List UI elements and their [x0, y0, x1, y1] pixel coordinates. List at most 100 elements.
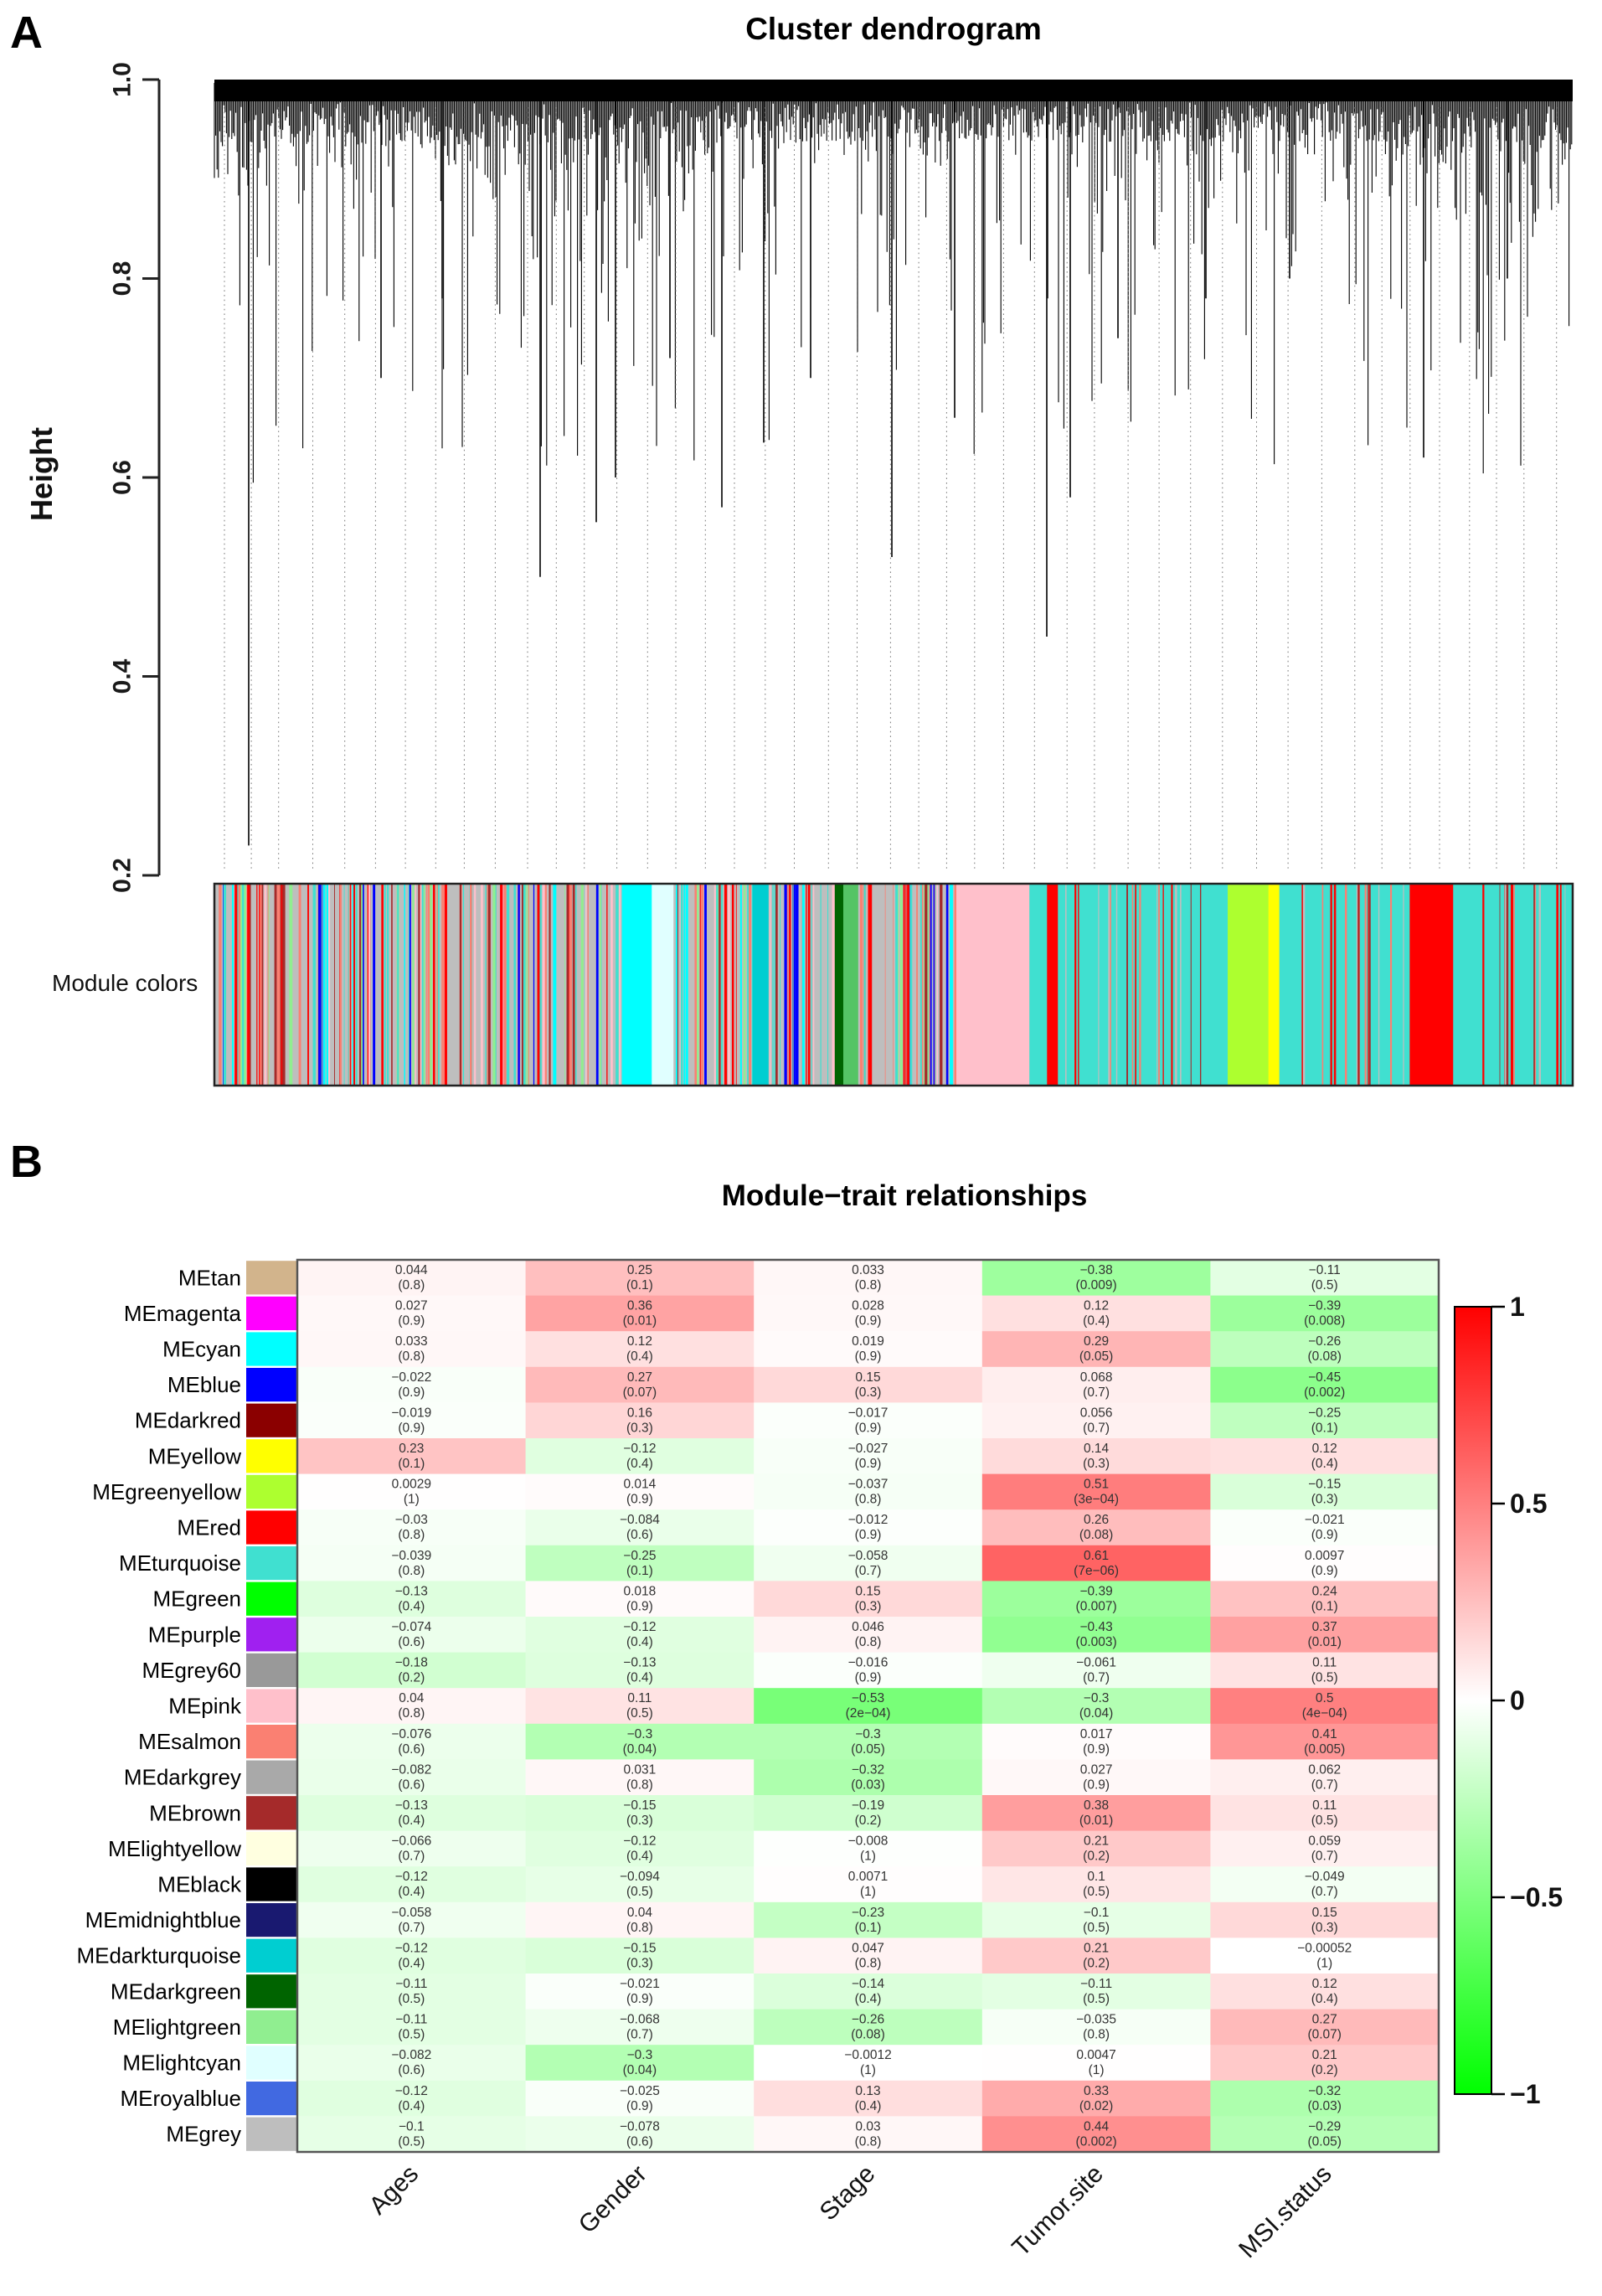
- cell-correlation-value: −0.017: [848, 1406, 889, 1420]
- cell-p-value: (0.8): [626, 1921, 653, 1935]
- cell-p-value: (0.05): [851, 1742, 885, 1757]
- cell-p-value: (0.9): [626, 1992, 653, 2006]
- module-color-segment: [842, 884, 859, 1086]
- trait-label: Ages: [364, 2160, 425, 2221]
- module-color-swatches: [246, 1261, 297, 2151]
- module-swatch: [246, 2117, 297, 2151]
- module-row-label: MEbrown: [149, 1800, 241, 1825]
- module-row-label: MEdarkgrey: [124, 1765, 241, 1790]
- cell-correlation-value: 0.41: [1312, 1727, 1337, 1741]
- trait-label: Tumor.site: [1007, 2160, 1109, 2262]
- cell-correlation-value: 0.25: [627, 1263, 652, 1277]
- cell-p-value: (0.009): [1076, 1278, 1117, 1292]
- module-row-label: MEdarkgreen: [111, 1979, 241, 2004]
- cell-correlation-value: 0.044: [395, 1263, 428, 1277]
- cell-correlation-value: −0.025: [620, 2084, 660, 2098]
- cell-correlation-value: 0.028: [852, 1299, 884, 1313]
- cell-correlation-value: 0.059: [1308, 1834, 1341, 1849]
- heatmap-cell: [1210, 1795, 1440, 1832]
- cell-correlation-value: −0.38: [1079, 1263, 1112, 1277]
- cell-p-value: (0.7): [398, 1921, 425, 1935]
- cell-p-value: (0.003): [1076, 1635, 1117, 1649]
- heatmap-cell: [981, 1723, 1211, 1760]
- heatmap-cell: [754, 1366, 983, 1403]
- heatmap-cell: [1210, 1937, 1440, 1974]
- cell-correlation-value: 0.0071: [848, 1870, 888, 1884]
- heatmap-cell: [525, 1402, 755, 1439]
- cell-p-value: (0.3): [626, 1814, 653, 1828]
- cell-correlation-value: 0.062: [1308, 1762, 1341, 1777]
- cell-p-value: (0.7): [1083, 1385, 1110, 1400]
- heatmap-cell: [525, 2116, 755, 2153]
- cell-correlation-value: −0.25: [623, 1549, 656, 1563]
- cell-p-value: (0.2): [1311, 2063, 1338, 2077]
- heatmap-cell: [754, 1652, 983, 1689]
- module-row-label: MEgreenyellow: [92, 1479, 241, 1504]
- heatmap-cell: [525, 1937, 755, 1974]
- cell-p-value: (0.01): [623, 1314, 657, 1329]
- module-row-label: MEmidnightblue: [85, 1907, 241, 1932]
- heatmap-cell: [1210, 2009, 1440, 2046]
- cell-p-value: (0.5): [626, 1706, 653, 1721]
- cell-p-value: (0.1): [1311, 1599, 1338, 1613]
- module-swatch: [246, 1689, 297, 1723]
- colorbar-tick-label: −0.5: [1510, 1882, 1563, 1912]
- cell-p-value: (1): [860, 1850, 876, 1864]
- cell-p-value: (0.9): [1311, 1528, 1338, 1542]
- module-color-segment: [832, 884, 844, 1086]
- module-swatch: [246, 1760, 297, 1794]
- heatmap-cell: [297, 1331, 527, 1368]
- cell-p-value: (0.8): [1083, 2028, 1110, 2042]
- module-color-segment: [1047, 884, 1059, 1086]
- cell-p-value: (0.6): [626, 1528, 653, 1542]
- heatmap-cell: [297, 2116, 527, 2153]
- cell-p-value: (0.9): [855, 1421, 882, 1435]
- cell-p-value: (0.04): [623, 1742, 657, 1757]
- cell-correlation-value: 0.5: [1316, 1691, 1334, 1705]
- heatmap-cell: [525, 1830, 755, 1867]
- cell-p-value: (0.4): [398, 2099, 425, 2113]
- cell-correlation-value: −0.25: [1308, 1406, 1341, 1420]
- cell-p-value: (0.8): [398, 1706, 425, 1721]
- heatmap-cell: [1210, 1331, 1440, 1368]
- cell-p-value: (0.9): [855, 1671, 882, 1685]
- cell-correlation-value: −0.016: [848, 1656, 889, 1670]
- cell-p-value: (0.8): [626, 1777, 653, 1792]
- cell-correlation-value: −0.061: [1076, 1656, 1116, 1670]
- module-row-labels: MEtan MEmagenta MEcyan MEblue MEdarkred MEyel…: [76, 1265, 242, 2146]
- height-axis: 1.0 0.8 0.6 0.4 0.2: [109, 62, 161, 893]
- cell-correlation-value: −0.027: [848, 1442, 889, 1456]
- cell-correlation-value: 0.019: [852, 1334, 884, 1349]
- heatmap-cell: [525, 1366, 755, 1403]
- cell-correlation-value: −0.00052: [1297, 1941, 1352, 1955]
- module-swatch: [246, 2046, 297, 2080]
- cell-p-value: (0.9): [1311, 1564, 1338, 1578]
- dendrogram-tree: [214, 80, 1573, 871]
- cell-p-value: (0.7): [1311, 1850, 1338, 1864]
- heatmap-cell: [981, 1260, 1211, 1297]
- module-color-segment: [1279, 884, 1410, 1086]
- cell-p-value: (0.5): [398, 2134, 425, 2149]
- cell-p-value: (0.9): [855, 1457, 882, 1471]
- heatmap-cell: [525, 1581, 755, 1618]
- cell-correlation-value: 0.04: [627, 1906, 653, 1920]
- cell-p-value: (0.6): [398, 1777, 425, 1792]
- cell-p-value: (0.8): [855, 2134, 882, 2149]
- heatmap-cell: [525, 2045, 755, 2082]
- cell-p-value: (0.3): [1311, 1921, 1338, 1935]
- cell-correlation-value: −0.019: [391, 1406, 431, 1420]
- cell-p-value: (0.4): [855, 1992, 882, 2006]
- cell-correlation-value: 0.11: [1312, 1798, 1337, 1813]
- cell-p-value: (0.5): [1311, 1278, 1338, 1292]
- heatmap-cell: [1210, 1830, 1440, 1867]
- cell-p-value: (0.8): [398, 1349, 425, 1364]
- heatmap-cell: [754, 1545, 983, 1581]
- module-color-segment: [768, 884, 833, 1086]
- heatmap-cell: [525, 1795, 755, 1832]
- heatmap-cell: [525, 1759, 755, 1796]
- module-color-segment: [1029, 884, 1048, 1086]
- heatmap-cell: [1210, 1473, 1440, 1510]
- cell-p-value: (0.04): [623, 2063, 657, 2077]
- cell-correlation-value: 0.11: [627, 1691, 652, 1705]
- module-swatch: [246, 1974, 297, 2009]
